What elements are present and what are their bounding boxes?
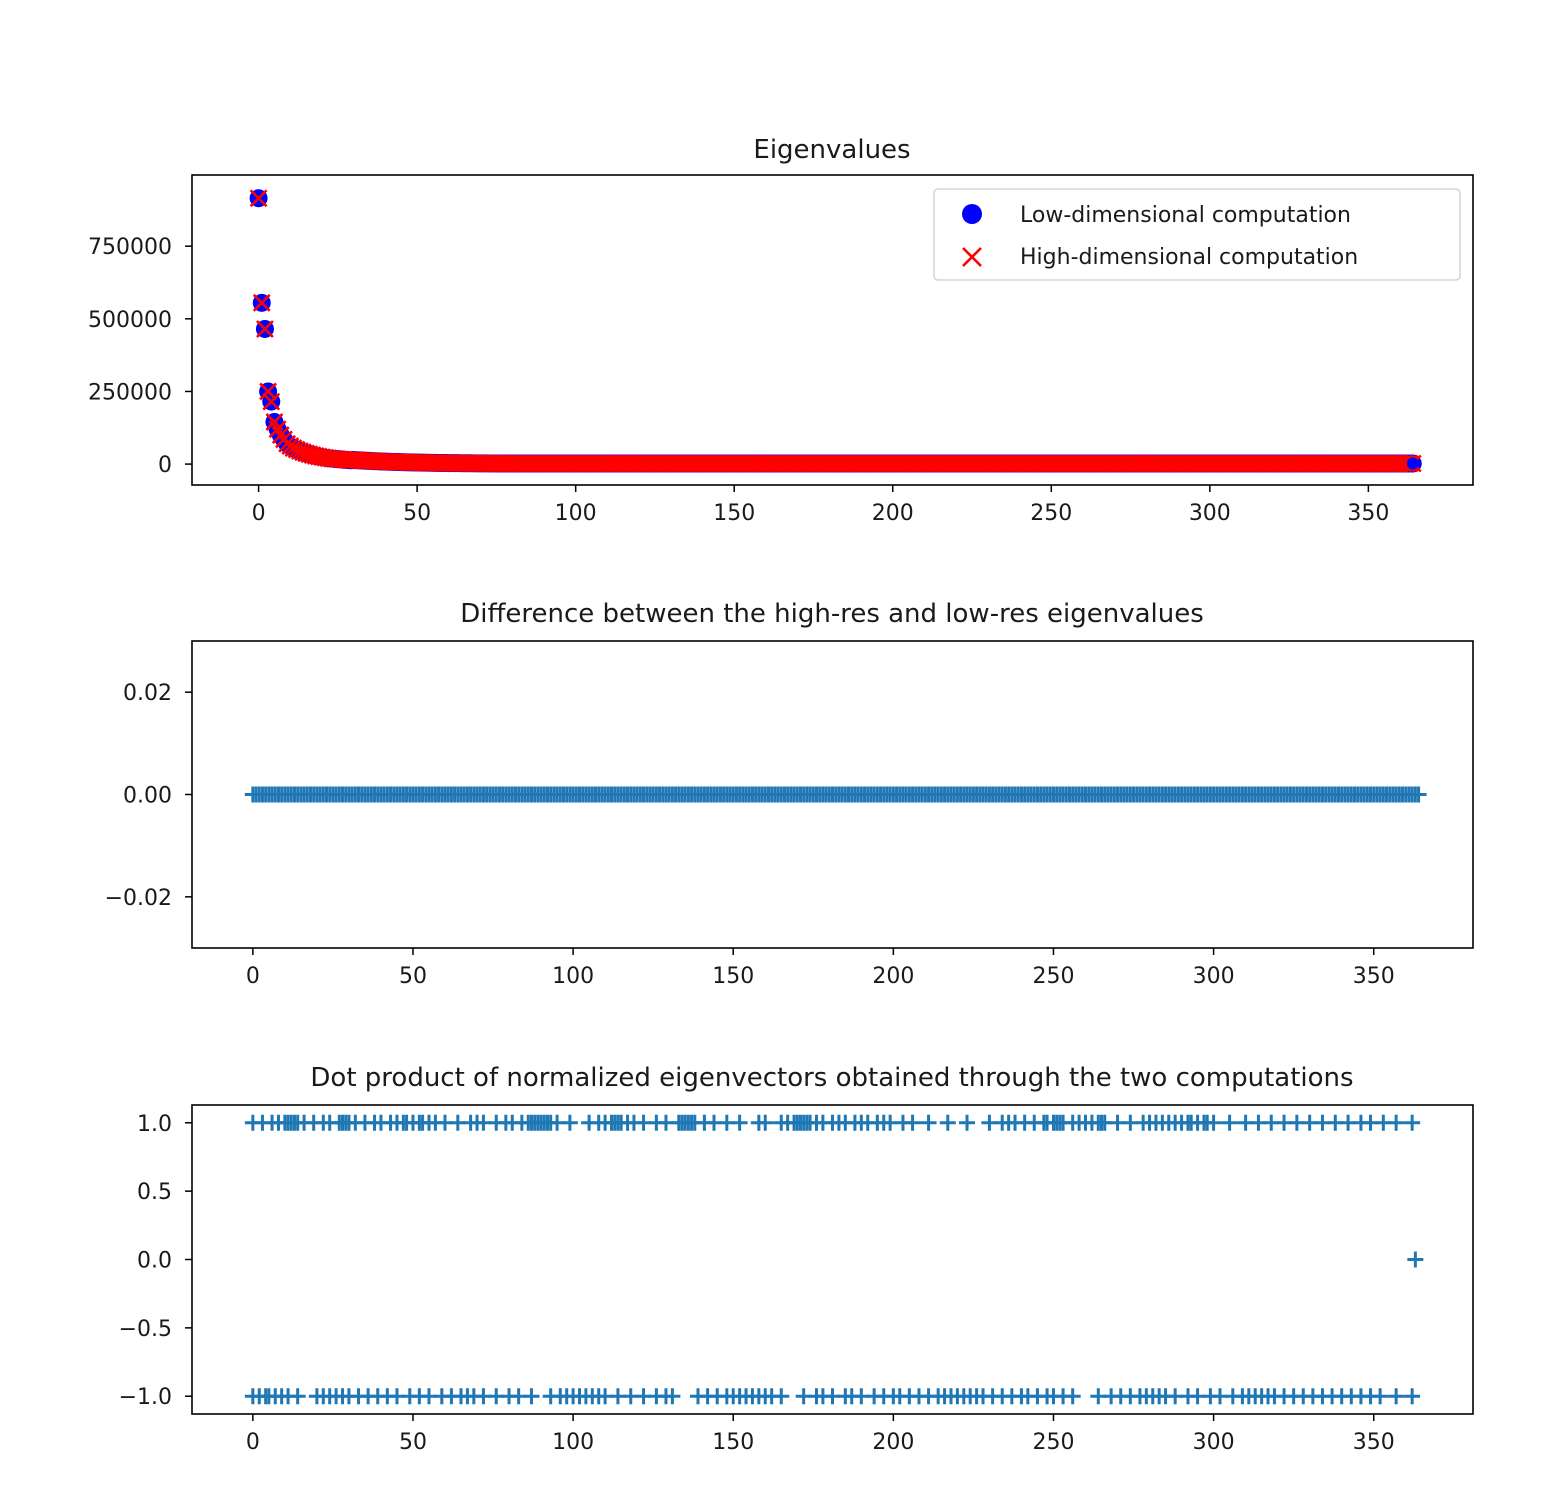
x-tick-label: 250 <box>1032 964 1074 989</box>
y-tick-label: −1.0 <box>119 1385 172 1410</box>
y-tick-label: −0.5 <box>119 1317 172 1342</box>
eigenvalues-y-ticks: 0 250000 500000 750000 <box>88 235 192 478</box>
dot-product-panel: Dot product of normalized eigenvectors o… <box>119 1063 1474 1455</box>
y-tick-label: 0.5 <box>137 1180 172 1205</box>
eigenvalues-x-ticks: 0 50 100 150 200 250 300 350 <box>252 485 1389 526</box>
legend: Low-dimensional computation High-dimensi… <box>933 188 1461 281</box>
x-tick-label: 0 <box>252 501 266 526</box>
y-tick-label: 0.02 <box>123 681 172 706</box>
y-tick-label: 0.0 <box>137 1249 172 1274</box>
data-point <box>920 1114 937 1131</box>
high-dim-point <box>252 293 271 312</box>
dot-product-marks <box>244 1114 1424 1405</box>
x-tick-label: 350 <box>1353 964 1395 989</box>
high-dim-point <box>249 189 268 208</box>
y-tick-label: −0.02 <box>105 886 172 911</box>
x-tick-label: 150 <box>712 964 754 989</box>
x-tick-label: 200 <box>872 1430 914 1455</box>
dot-product-y-ticks: −1.0 −0.5 0.0 0.5 1.0 <box>119 1112 192 1410</box>
x-tick-label: 200 <box>872 964 914 989</box>
dot-product-axes-frame <box>191 1104 1474 1415</box>
data-point <box>1404 1114 1421 1131</box>
eigenvalues-marks <box>249 189 1422 473</box>
x-tick-label: 200 <box>872 501 914 526</box>
low-dim-point <box>1406 457 1419 470</box>
data-point <box>959 1114 976 1131</box>
data-point <box>731 1114 748 1131</box>
x-tick-label: 300 <box>1189 501 1231 526</box>
legend-low-label: Low-dimensional computation <box>1020 203 1351 228</box>
x-tick-label: 100 <box>552 964 594 989</box>
data-point <box>904 1114 921 1131</box>
x-tick-label: 300 <box>1193 964 1235 989</box>
data-point <box>561 1114 578 1131</box>
legend-low-marker <box>962 204 982 224</box>
data-point <box>1407 1251 1424 1268</box>
x-tick-label: 100 <box>555 501 597 526</box>
x-tick-label: 150 <box>712 1430 754 1455</box>
legend-high-marker <box>962 247 982 267</box>
data-point <box>773 1388 790 1405</box>
x-tick-label: 50 <box>399 1430 427 1455</box>
data-point <box>1410 786 1427 803</box>
y-tick-label: 500000 <box>88 308 172 333</box>
x-tick-label: 350 <box>1347 501 1389 526</box>
eigenvalues-title: Eigenvalues <box>753 135 910 165</box>
difference-panel: Difference between the high-res and low-… <box>105 599 1474 989</box>
high-dim-point <box>262 392 281 411</box>
data-point <box>1221 1114 1238 1131</box>
x-tick-label: 50 <box>399 964 427 989</box>
x-tick-label: 0 <box>246 964 260 989</box>
data-point <box>664 1388 681 1405</box>
x-tick-label: 350 <box>1353 1430 1395 1455</box>
y-tick-label: 0.00 <box>123 784 172 809</box>
legend-high-label: High-dimensional computation <box>1020 245 1358 270</box>
eigenvalues-panel: Eigenvalues 0 50 100 150 200 250 300 350 0 25000… <box>88 135 1474 526</box>
high-dim-point <box>256 320 274 338</box>
data-point <box>523 1388 540 1405</box>
data-point <box>939 1114 956 1131</box>
dot-product-x-ticks: 0 50 100 150 200 250 300 350 <box>246 1414 1395 1455</box>
x-tick-label: 100 <box>552 1430 594 1455</box>
data-point <box>757 1114 774 1131</box>
dot-product-title: Dot product of normalized eigenvectors o… <box>310 1063 1353 1093</box>
x-tick-label: 250 <box>1030 501 1072 526</box>
high-dim-point <box>290 442 309 460</box>
data-point <box>1372 1388 1389 1405</box>
data-point <box>1404 1388 1421 1405</box>
x-tick-label: 250 <box>1032 1430 1074 1455</box>
difference-x-ticks: 0 50 100 150 200 250 300 350 <box>246 948 1395 989</box>
y-tick-label: 1.0 <box>137 1112 172 1137</box>
high-dim-point <box>259 382 278 401</box>
x-tick-label: 50 <box>403 501 431 526</box>
data-point <box>1205 1114 1222 1131</box>
data-point <box>1388 1114 1405 1131</box>
data-point <box>289 1388 306 1405</box>
x-tick-label: 300 <box>1193 1430 1235 1455</box>
legend-frame <box>933 188 1461 281</box>
y-tick-label: 750000 <box>88 235 172 260</box>
data-point <box>1388 1388 1405 1405</box>
x-tick-label: 0 <box>246 1430 260 1455</box>
eigenvalues-axes-frame <box>191 174 1474 486</box>
x-tick-label: 150 <box>713 501 755 526</box>
data-point <box>1064 1388 1081 1405</box>
difference-marks <box>244 786 1427 803</box>
difference-title: Difference between the high-res and low-… <box>460 599 1204 629</box>
difference-y-ticks: −0.02 0.00 0.02 <box>105 681 192 911</box>
y-tick-label: 0 <box>158 453 172 478</box>
y-tick-label: 250000 <box>88 380 172 405</box>
